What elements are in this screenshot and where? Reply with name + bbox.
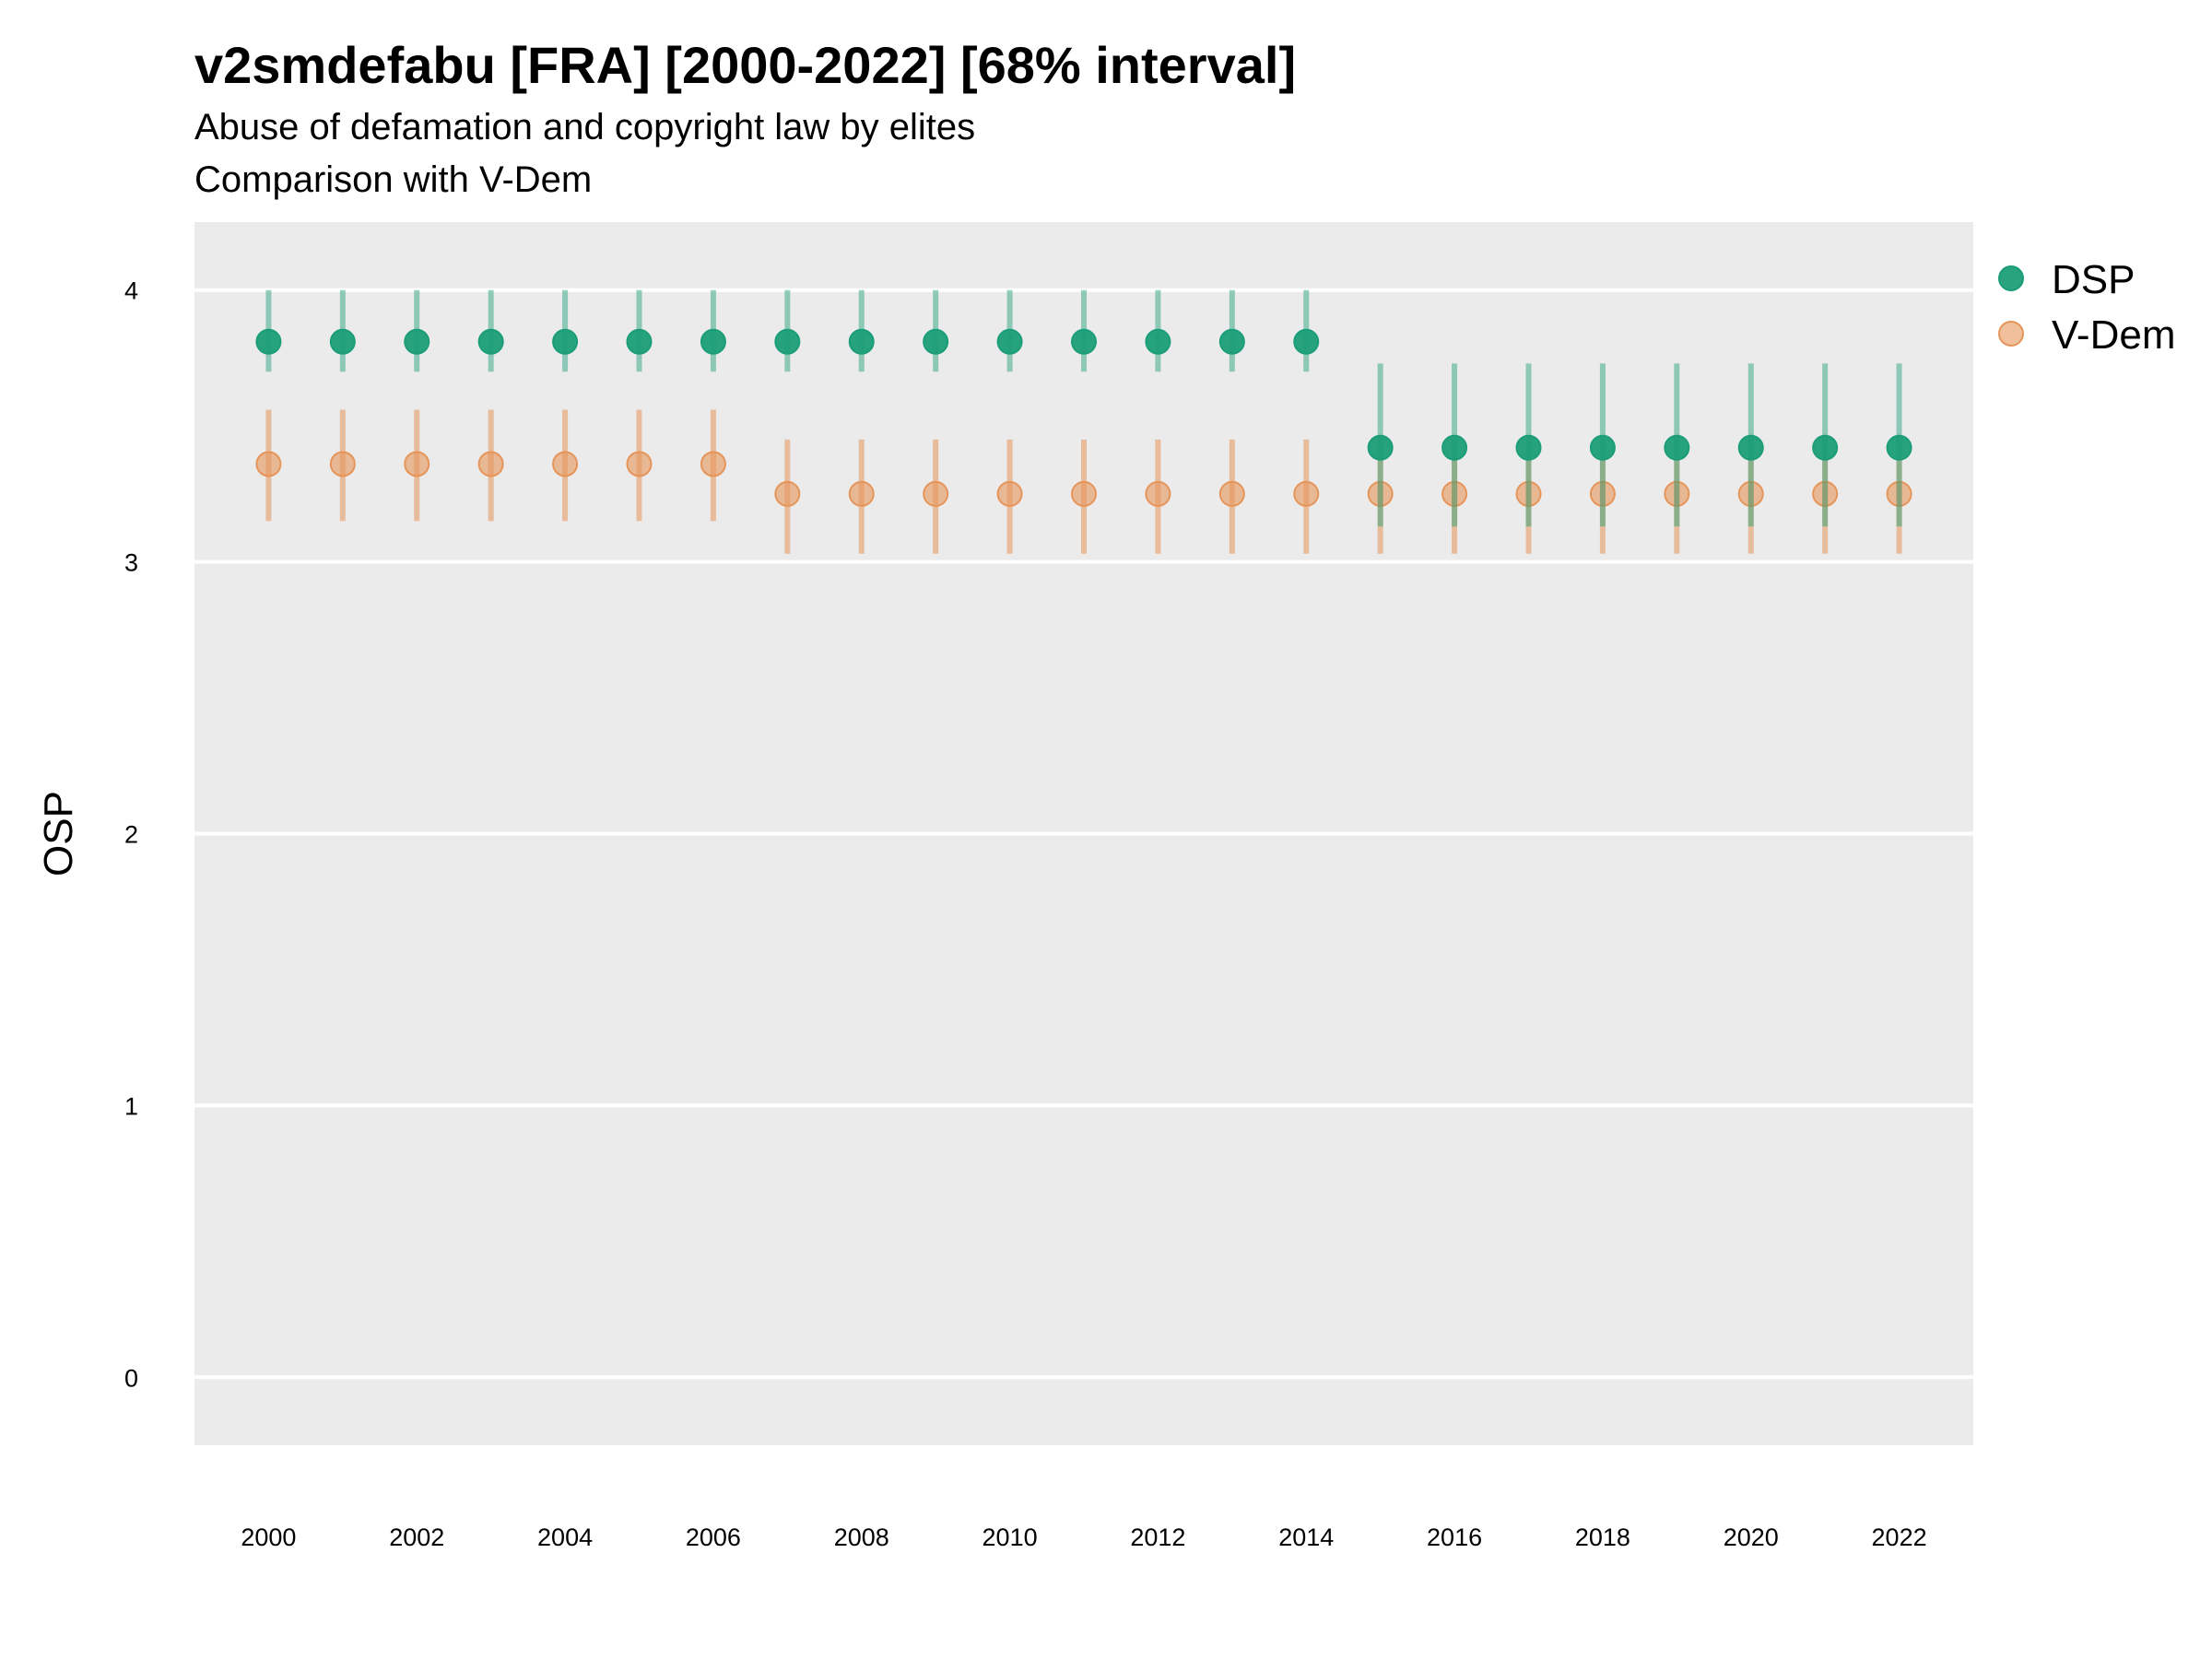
y-tick-label: 4: [124, 277, 138, 305]
data-point: [1886, 480, 1912, 507]
data-point: [1218, 328, 1245, 355]
data-marks: [255, 289, 1912, 554]
x-tick-label: 2016: [1427, 1524, 1482, 1551]
data-point: [923, 328, 949, 355]
legend-label: V-Dem: [2052, 312, 2175, 358]
grid-lines: [194, 288, 1973, 1380]
x-tick-label: 2018: [1575, 1524, 1630, 1551]
x-tick-label: 2012: [1130, 1524, 1185, 1551]
legend-swatch: [1998, 321, 2024, 347]
data-point: [1218, 480, 1245, 507]
y-tick-label: 3: [124, 549, 138, 577]
data-point: [255, 328, 282, 355]
x-tick-label: 2004: [537, 1524, 593, 1551]
data-point: [404, 451, 430, 477]
data-point: [1293, 328, 1320, 355]
y-tick-label: 2: [124, 821, 138, 849]
y-axis-label: OSP: [36, 791, 81, 877]
x-tick-label: 2000: [241, 1524, 296, 1551]
x-tick-label: 2022: [1872, 1524, 1927, 1551]
data-point: [329, 451, 356, 477]
data-point: [1812, 480, 1839, 507]
data-point: [923, 480, 949, 507]
x-tick-label: 2014: [1278, 1524, 1334, 1551]
x-tick-label: 2008: [834, 1524, 889, 1551]
data-point: [700, 451, 726, 477]
data-point: [255, 451, 282, 477]
data-point: [626, 451, 653, 477]
series-v-dem: [255, 409, 1912, 554]
data-point: [1589, 434, 1616, 461]
x-axis-ticks: 2000 2002 2004 2006 2008 2010 2012 2014 2016 2018…: [241, 1524, 1926, 1551]
y-axis-ticks: 0 1 2 3 4: [124, 277, 138, 1393]
chart-title: v2smdefabu [FRA] [2000-2022] [68% interv…: [194, 36, 1297, 94]
y-tick-label: 1: [124, 1092, 138, 1120]
data-point: [996, 328, 1023, 355]
data-point: [774, 328, 801, 355]
data-point: [1367, 480, 1394, 507]
x-tick-label: 2006: [686, 1524, 741, 1551]
chart-subtitle-comparison: Comparison with V-Dem: [194, 159, 593, 200]
legend-label: DSP: [2052, 257, 2135, 302]
data-point: [477, 328, 504, 355]
data-point: [329, 328, 356, 355]
data-point: [1441, 434, 1468, 461]
data-point: [1293, 480, 1320, 507]
data-point: [1886, 434, 1912, 461]
x-tick-label: 2010: [982, 1524, 1038, 1551]
data-point: [1145, 328, 1171, 355]
data-point: [1515, 480, 1542, 507]
data-point: [996, 480, 1023, 507]
data-point: [1071, 328, 1097, 355]
data-point: [1737, 434, 1764, 461]
data-point: [1515, 434, 1542, 461]
legend-swatch: [1998, 265, 2024, 291]
data-point: [1737, 480, 1764, 507]
data-point: [1441, 480, 1468, 507]
data-point: [1367, 434, 1394, 461]
chart-subtitle: Abuse of defamation and copyright law by…: [194, 107, 976, 147]
series-dsp: [255, 289, 1912, 527]
data-point: [626, 328, 653, 355]
data-point: [552, 451, 579, 477]
y-tick-label: 0: [124, 1364, 138, 1392]
data-point: [1664, 434, 1690, 461]
data-point: [552, 328, 579, 355]
data-point: [848, 328, 875, 355]
data-point: [1812, 434, 1839, 461]
data-point: [1589, 480, 1616, 507]
data-point: [404, 328, 430, 355]
data-point: [1664, 480, 1690, 507]
data-point: [477, 451, 504, 477]
data-point: [1071, 480, 1097, 507]
data-point: [1145, 480, 1171, 507]
data-point: [848, 480, 875, 507]
legend: DSP V-Dem: [1998, 257, 2175, 358]
data-point: [700, 328, 726, 355]
data-point: [774, 480, 801, 507]
x-tick-label: 2020: [1724, 1524, 1779, 1551]
x-tick-label: 2002: [389, 1524, 444, 1551]
